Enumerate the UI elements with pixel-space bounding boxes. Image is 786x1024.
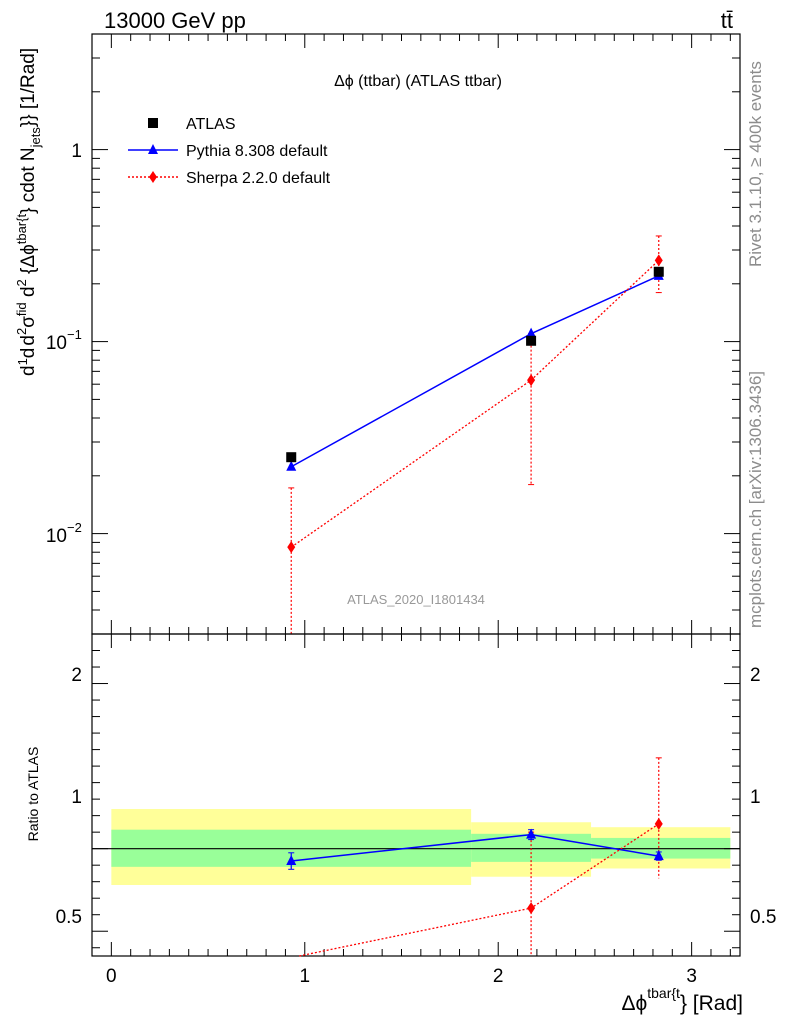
ratio-sherpa-point (527, 902, 536, 915)
ratio-panel: 0.5 1 2 0.5 1 2 Ratio to ATLAS 0 1 2 3 Δϕtb… (25, 633, 776, 1015)
ratio-frame (91, 633, 741, 957)
y-tick-label-1: 1 (71, 141, 82, 162)
mcplots-label: mcplots.cern.ch [arXiv:1306.3436] (746, 371, 765, 628)
ratio-data-marks (286, 757, 664, 957)
legend-label-atlas: ATLAS (186, 116, 236, 133)
ratio-y-tick-label-2-left: 2 (71, 665, 82, 686)
legend-label-pythia: Pythia 8.308 default (186, 143, 328, 160)
x-tick-label: 3 (686, 966, 697, 987)
atlas-point (526, 335, 537, 346)
x-axis-title: Δϕtbar{t} [Rad] (621, 985, 743, 1015)
x-tick-label: 2 (493, 966, 504, 987)
ratio-y-tick-label-1-left: 1 (71, 787, 82, 808)
svg-text:−1: −1 (67, 327, 82, 342)
svg-text:10: 10 (46, 526, 67, 547)
sherpa-point (527, 374, 536, 387)
main-panel: Δϕ (ttbar) (ATLAS ttbar) ATLAS_2020_I180… (14, 33, 741, 635)
ratio-y-tick-label-2-right: 2 (750, 665, 761, 686)
analysis-watermark: ATLAS_2020_I1801434 (347, 592, 485, 607)
ratio-x-ticks (110, 634, 731, 956)
y-tick-label-0p01: 10 −2 (46, 520, 82, 547)
ratio-pythia-point (526, 828, 537, 839)
pythia-point (286, 460, 297, 471)
main-frame (91, 33, 741, 635)
svg-text:−2: −2 (67, 520, 82, 535)
main-y-ticks (92, 33, 740, 635)
energy-label: 13000 GeV pp (104, 8, 246, 33)
legend-label-sherpa: Sherpa 2.2.0 default (186, 170, 331, 187)
x-tick-label: 1 (299, 966, 310, 987)
chart-title: Δϕ (ttbar) (ATLAS ttbar) (334, 73, 502, 90)
main-y-axis-title: d1dd2σfid d2 {Δϕtbar{t} cdot Njets}} [1/… (14, 48, 43, 376)
svg-text:10: 10 (46, 333, 67, 354)
ratio-y-tick-label-1-right: 1 (750, 787, 761, 808)
legend: ATLAS Pythia 8.308 default Sherpa 2.2.0 … (128, 116, 331, 187)
pythia-point (526, 327, 537, 338)
rivet-version-label: Rivet 3.1.10, ≥ 400k events (746, 61, 765, 267)
ratio-y-ticks (92, 650, 740, 949)
legend-marker-sherpa (149, 171, 157, 183)
ratio-sherpa-point (654, 817, 663, 830)
ratio-y-tick-label-0p5-left: 0.5 (56, 907, 82, 928)
main-data-marks (286, 235, 664, 634)
svg-text:d1dd2σfid d2 {Δϕtbar{t} cdot N: d1dd2σfid d2 {Δϕtbar{t} cdot Njets}} [1/… (14, 48, 43, 376)
atlas-point (286, 452, 297, 463)
ratio-pythia-point (286, 855, 297, 866)
atlas-point (653, 266, 664, 277)
x-tick-label: 0 (106, 966, 117, 987)
legend-marker-pythia (148, 144, 158, 154)
ratio-pythia-point (653, 850, 664, 861)
legend-marker-atlas (148, 118, 158, 128)
process-label: tt̄ (721, 8, 733, 33)
y-tick-label-0p1: 10 −1 (46, 327, 82, 354)
sherpa-point (287, 541, 296, 554)
ratio-y-tick-label-0p5-right: 0.5 (750, 907, 776, 928)
main-x-ticks (110, 34, 731, 634)
sherpa-point (654, 254, 663, 267)
svg-text:Δϕtbar{t} [Rad]: Δϕtbar{t} [Rad] (621, 985, 743, 1015)
ratio-y-axis-title: Ratio to ATLAS (25, 747, 41, 842)
x-tick-labels: 0 1 2 3 (106, 966, 697, 987)
